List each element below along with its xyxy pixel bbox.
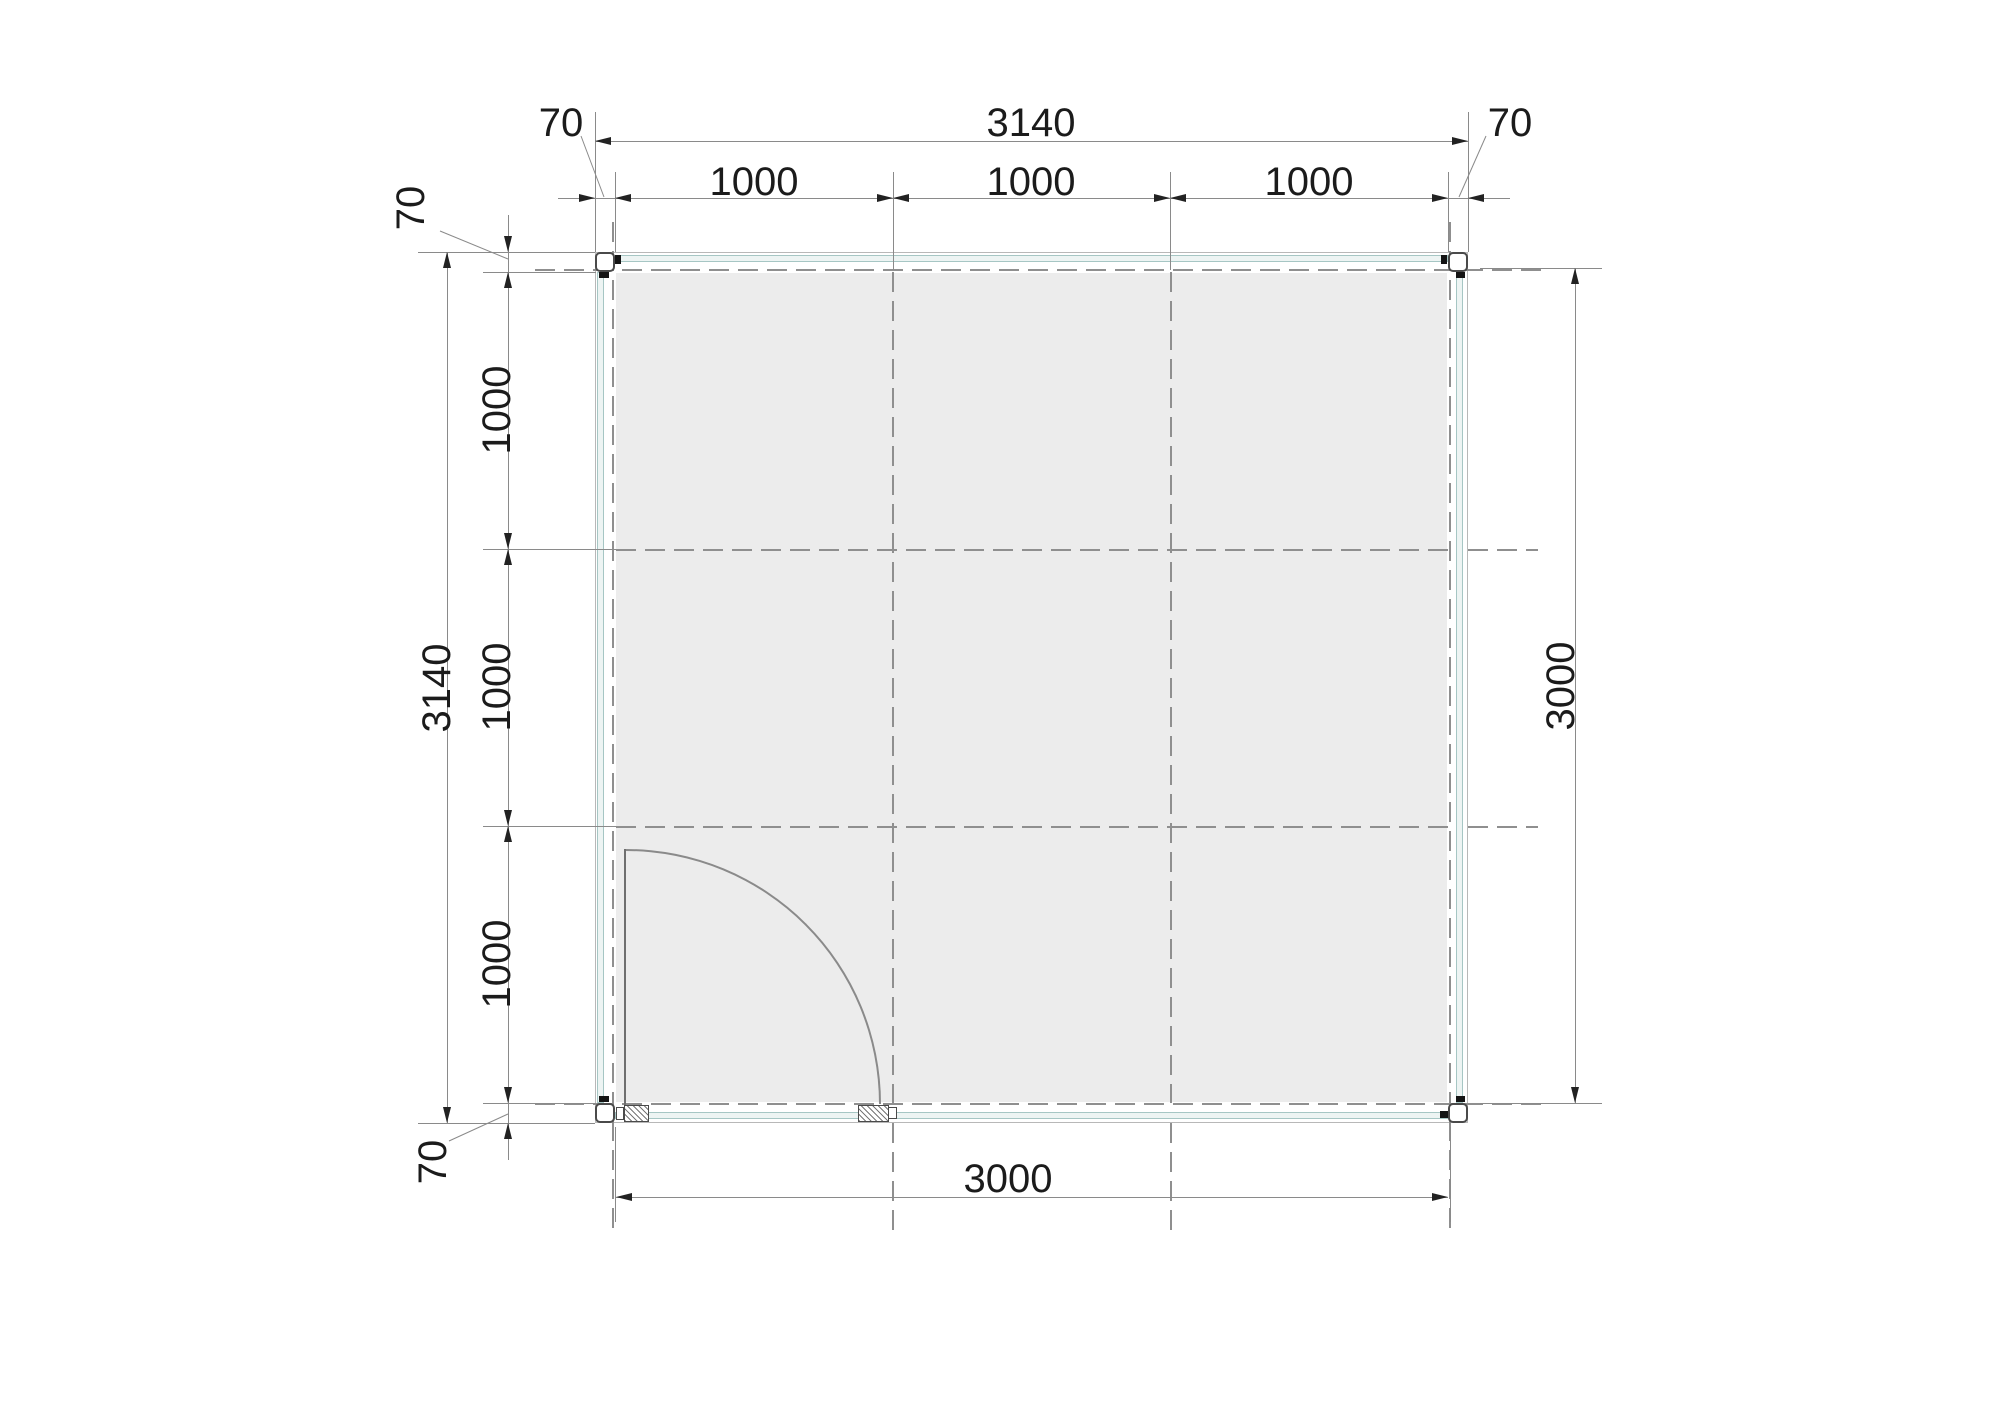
arrowhead bbox=[504, 272, 512, 288]
arrowhead bbox=[1468, 194, 1484, 202]
arrowhead bbox=[579, 194, 595, 202]
dim-label-left-offset-top: 70 bbox=[389, 185, 433, 231]
grid-line-vertical-1 bbox=[892, 272, 894, 1103]
dimension-line-top-overall bbox=[595, 141, 1468, 142]
arrowhead bbox=[504, 1087, 512, 1103]
extension-line bbox=[483, 826, 616, 827]
extension-line bbox=[1468, 112, 1469, 252]
extension-line bbox=[1480, 1103, 1602, 1104]
arrowhead bbox=[595, 137, 611, 145]
axis-line-top-wall bbox=[535, 269, 1545, 271]
door-frame-latch-profile bbox=[858, 1105, 889, 1122]
arrowhead bbox=[1154, 194, 1170, 202]
panel-connector bbox=[1441, 255, 1447, 264]
dim-label-top-segment-2: 1000 bbox=[986, 160, 1076, 204]
arrowhead bbox=[1571, 1087, 1579, 1103]
extension-line bbox=[1480, 268, 1602, 269]
extension-line bbox=[615, 172, 616, 252]
door-frame-hinge bbox=[616, 1107, 624, 1120]
dim-label-top-overall: 3140 bbox=[986, 101, 1076, 145]
panel-connector bbox=[1456, 272, 1465, 278]
dim-label-top-segment-3: 1000 bbox=[1264, 160, 1354, 204]
arrowhead bbox=[616, 1193, 632, 1201]
extension-line bbox=[595, 112, 596, 252]
corner-post-bottom-left bbox=[595, 1103, 615, 1123]
door-frame-latch bbox=[888, 1107, 897, 1119]
extension-line bbox=[893, 172, 894, 270]
dim-label-left-offset-bottom: 70 bbox=[411, 1139, 455, 1185]
dim-label-top-offset-right: 70 bbox=[1487, 101, 1533, 145]
axis-line-right-wall bbox=[1449, 222, 1451, 1235]
arrowhead bbox=[1452, 137, 1468, 145]
dim-label-right-overall: 3000 bbox=[1539, 641, 1583, 731]
dimension-line-left-chain bbox=[508, 215, 509, 1160]
dimension-line-bottom bbox=[616, 1197, 1448, 1198]
panel-connector bbox=[1440, 1111, 1448, 1118]
extension-line bbox=[1448, 172, 1449, 252]
arrowhead bbox=[615, 194, 631, 202]
grid-line-vertical-2 bbox=[1170, 272, 1172, 1103]
dim-label-left-segment-2: 1000 bbox=[475, 642, 519, 732]
wall-outer-boundary bbox=[595, 252, 1468, 1123]
grid-stub-right-2 bbox=[1468, 826, 1538, 828]
arrowhead bbox=[504, 533, 512, 549]
dim-label-top-segment-1: 1000 bbox=[709, 160, 799, 204]
corner-post-top-left bbox=[595, 252, 615, 272]
panel-connector bbox=[1456, 1096, 1465, 1102]
panel-connector bbox=[615, 255, 621, 264]
dim-label-bottom-overall: 3000 bbox=[963, 1157, 1053, 1201]
extension-line bbox=[483, 1103, 596, 1104]
arrowhead bbox=[504, 1123, 512, 1139]
grid-line-horizontal-1 bbox=[616, 549, 1448, 551]
arrowhead bbox=[504, 236, 512, 252]
dimension-line-top-chain bbox=[558, 198, 1510, 199]
arrowhead bbox=[1432, 194, 1448, 202]
extension-line bbox=[483, 549, 616, 550]
door-leaf bbox=[624, 849, 626, 1105]
corner-post-bottom-right bbox=[1448, 1103, 1468, 1123]
extension-line bbox=[1450, 1127, 1451, 1222]
dimension-line-right bbox=[1575, 268, 1576, 1103]
arrowhead bbox=[504, 549, 512, 565]
dimension-line-left-overall bbox=[447, 252, 448, 1123]
arrowhead bbox=[1170, 194, 1186, 202]
axis-line-bottom-wall bbox=[535, 1103, 1545, 1105]
arrowhead bbox=[877, 194, 893, 202]
dim-label-top-offset-left: 70 bbox=[538, 101, 584, 145]
arrowhead bbox=[504, 826, 512, 842]
panel-connector bbox=[599, 1096, 609, 1102]
corner-post-top-right bbox=[1448, 252, 1468, 272]
arrowhead bbox=[893, 194, 909, 202]
grid-stub-bottom-2 bbox=[1170, 1123, 1172, 1233]
arrowhead bbox=[504, 810, 512, 826]
dim-label-left-segment-3: 1000 bbox=[475, 919, 519, 1009]
grid-stub-bottom-1 bbox=[892, 1123, 894, 1233]
extension-line bbox=[615, 1127, 616, 1222]
arrowhead bbox=[443, 252, 451, 268]
extension-line bbox=[418, 252, 595, 253]
grid-line-horizontal-2 bbox=[616, 826, 1448, 828]
extension-line bbox=[1170, 172, 1171, 270]
panel-connector bbox=[599, 272, 609, 278]
axis-line-left-wall bbox=[612, 222, 614, 1235]
arrowhead bbox=[443, 1107, 451, 1123]
dim-label-left-segment-1: 1000 bbox=[475, 365, 519, 455]
dim-label-left-overall: 3140 bbox=[415, 643, 459, 733]
door-frame-hinge-profile bbox=[624, 1105, 649, 1122]
grid-stub-right-1 bbox=[1468, 549, 1538, 551]
arrowhead bbox=[1432, 1193, 1448, 1201]
extension-line bbox=[483, 272, 596, 273]
arrowhead bbox=[1571, 268, 1579, 284]
